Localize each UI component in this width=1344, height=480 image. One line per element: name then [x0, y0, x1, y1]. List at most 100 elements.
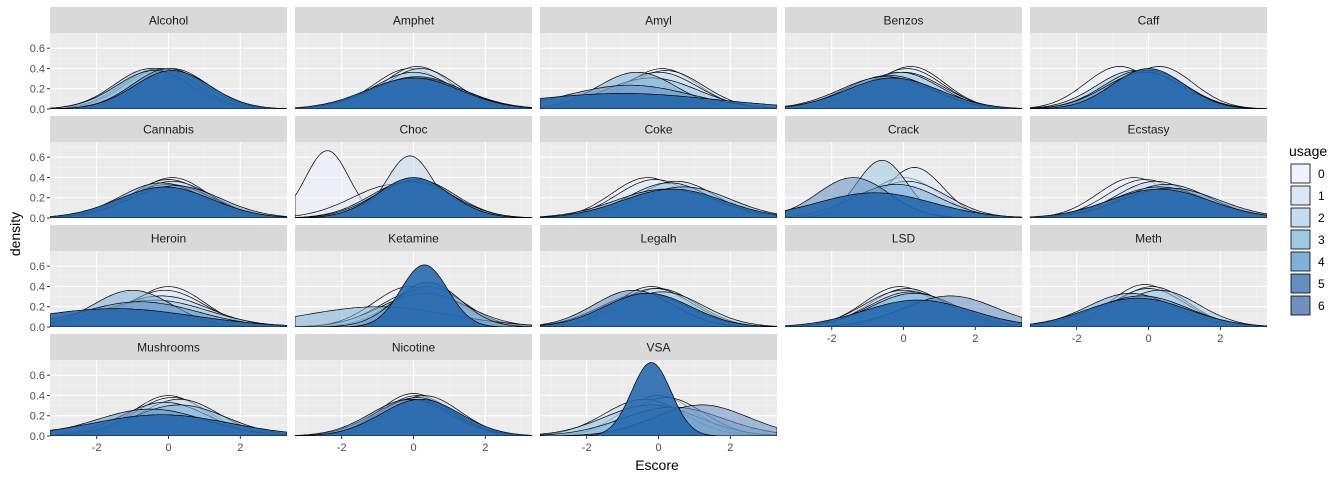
- x-tick-label: 2: [237, 442, 243, 454]
- facet-strip: [785, 225, 1022, 251]
- density-curve-usage-6: [540, 93, 777, 109]
- y-tick-label: 0.6: [30, 370, 45, 382]
- facet-strip-label: Cannabis: [143, 123, 194, 137]
- facet-strip-label: Ketamine: [388, 232, 439, 246]
- density-layers: [50, 68, 287, 109]
- facet-panel-crack: Crack: [785, 116, 1022, 219]
- legend-label: 0: [1318, 167, 1325, 181]
- x-tick-label: -2: [92, 442, 102, 454]
- y-tick-label: 0.4: [30, 281, 45, 293]
- y-tick-label: 0.6: [30, 43, 45, 55]
- facet-strip-label: Alcohol: [149, 14, 188, 28]
- facet-strip-label: LSD: [892, 232, 916, 246]
- facet-panel-meth: Meth -2 0 2: [1030, 225, 1267, 345]
- y-tick-label: 0.2: [30, 302, 45, 314]
- x-tick-label: -2: [827, 333, 837, 345]
- x-tick-label: 2: [1217, 333, 1223, 345]
- density-layers: [540, 68, 777, 109]
- facet-strip-label: Meth: [1135, 232, 1162, 246]
- density-curve-usage-6: [540, 188, 777, 218]
- y-tick-label: 0.6: [30, 261, 45, 273]
- facet-panel-ecstasy: Ecstasy: [1030, 116, 1267, 219]
- facet-panel-amyl: Amyl: [540, 7, 777, 110]
- x-tick-label: 2: [972, 333, 978, 345]
- x-axis-title: Escore: [635, 457, 679, 473]
- legend: usage 0 1 2 3 4 5 6: [1289, 143, 1327, 316]
- density-layers: [1030, 284, 1267, 327]
- facet-strip: [50, 116, 287, 142]
- x-tick-label: -2: [582, 442, 592, 454]
- density-layers: [50, 395, 287, 436]
- legend-label: 6: [1318, 299, 1325, 313]
- facet-strip-label: Legalh: [640, 232, 676, 246]
- facet-strip: [295, 225, 532, 251]
- density-curve-usage-6: [50, 186, 287, 218]
- facet-strip: [540, 116, 777, 142]
- x-tick-label: -2: [337, 442, 347, 454]
- density-layers: [540, 362, 777, 436]
- facet-strip-label: Amphet: [393, 14, 435, 28]
- facet-strip: [295, 7, 532, 33]
- facet-strip-label: Coke: [644, 123, 672, 137]
- y-tick-label: 0.4: [30, 172, 45, 184]
- facet-grid: Alcohol 0.0 0.2 0.4 0.6 Amphet Amyl Benzos Caff C…: [30, 7, 1267, 454]
- facet-strip: [540, 225, 777, 251]
- density-curve-usage-6: [1030, 68, 1267, 109]
- facet-panel-mushrooms: Mushrooms 0.0 0.2 0.4 0.6 -2 0 2: [30, 334, 287, 454]
- density-curve-usage-6: [50, 70, 287, 109]
- facet-strip-label: Heroin: [151, 232, 186, 246]
- facet-strip: [1030, 116, 1267, 142]
- x-tick-label: 2: [727, 442, 733, 454]
- y-tick-label: 0.2: [30, 84, 45, 96]
- density-layers: [295, 264, 532, 327]
- facet-panel-nicotine: Nicotine -2 0 2: [295, 334, 532, 454]
- facet-strip-label: Benzos: [883, 14, 923, 28]
- density-curve-usage-6: [1030, 188, 1267, 218]
- facet-panel-ketamine: Ketamine: [295, 225, 532, 328]
- legend-key-6: [1290, 295, 1311, 316]
- facet-strip-label: Nicotine: [392, 341, 436, 355]
- facet-strip-label: VSA: [646, 341, 670, 355]
- facet-strip-label: Choc: [399, 123, 427, 137]
- x-tick-label: 0: [900, 333, 906, 345]
- facet-strip-label: Mushrooms: [137, 341, 200, 355]
- x-tick-label: 0: [410, 442, 416, 454]
- density-layers: [785, 66, 1022, 109]
- density-layers: [295, 150, 532, 218]
- facet-strip: [1030, 225, 1267, 251]
- density-curve-usage-6: [295, 398, 532, 436]
- density-curve-usage-6: [785, 77, 1022, 109]
- density-curve-usage-6: [540, 362, 777, 436]
- y-tick-label: 0.0: [30, 213, 45, 225]
- y-tick-label: 0.0: [30, 431, 45, 443]
- facet-panel-vsa: VSA -2 0 2: [540, 334, 777, 454]
- facet-panel-amphet: Amphet: [295, 7, 532, 110]
- density-layers: [785, 286, 1022, 327]
- facet-panel-benzos: Benzos: [785, 7, 1022, 110]
- density-curve-usage-6: [785, 192, 1022, 218]
- legend-label: 5: [1318, 277, 1325, 291]
- x-tick-label: 0: [165, 442, 171, 454]
- facet-strip-label: Amyl: [645, 14, 672, 28]
- y-tick-label: 0.0: [30, 322, 45, 334]
- y-tick-label: 0.2: [30, 411, 45, 423]
- facet-strip: [295, 334, 532, 360]
- legend-label: 3: [1318, 233, 1325, 247]
- y-tick-label: 0.4: [30, 63, 45, 75]
- density-curve-usage-6: [785, 299, 1022, 327]
- legend-key-4: [1290, 251, 1311, 272]
- density-curve-usage-6: [50, 414, 287, 436]
- facet-panel-choc: Choc: [295, 116, 532, 219]
- y-tick-label: 0.4: [30, 390, 45, 402]
- x-tick-label: 2: [482, 442, 488, 454]
- density-layers: [1030, 66, 1267, 109]
- x-tick-label: 0: [1145, 333, 1151, 345]
- density-curve-usage-6: [295, 177, 532, 218]
- x-tick-label: -2: [1072, 333, 1082, 345]
- legend-key-3: [1290, 229, 1311, 250]
- y-tick-label: 0.2: [30, 193, 45, 205]
- density-curve-usage-6: [295, 77, 532, 109]
- density-curve-usage-6: [540, 292, 777, 327]
- facet-panel-cannabis: Cannabis 0.0 0.2 0.4 0.6: [30, 116, 287, 225]
